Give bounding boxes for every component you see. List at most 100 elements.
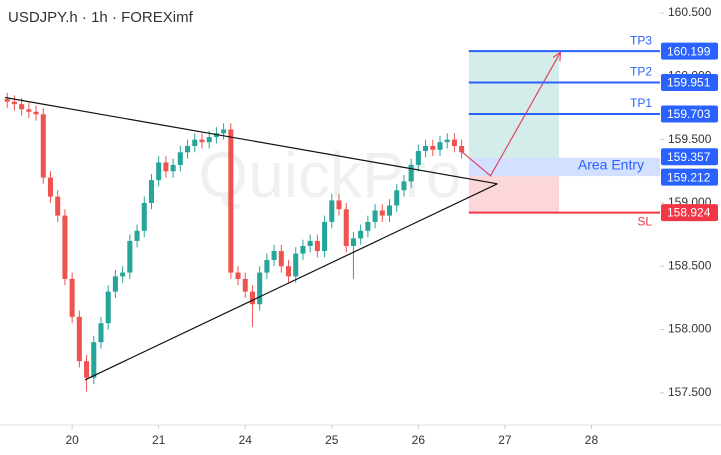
- candle-body: [379, 210, 385, 216]
- x-tick-label: 24: [239, 433, 253, 447]
- candle-body: [257, 272, 263, 305]
- candle-body: [120, 272, 126, 277]
- candle-body: [177, 152, 183, 165]
- candle-body: [322, 221, 328, 252]
- candle-body: [314, 240, 320, 252]
- candle-body: [365, 221, 371, 231]
- projection-path: [460, 51, 561, 177]
- candle-body: [76, 316, 82, 362]
- candle-body: [4, 99, 10, 102]
- price-tag-label: 158.924: [667, 206, 711, 220]
- stop-label: SL: [637, 215, 652, 229]
- candle-body: [264, 259, 270, 273]
- candle-body: [358, 230, 364, 239]
- candle-body: [62, 215, 68, 279]
- candle-body: [47, 177, 54, 197]
- plot: QuickPro157.500158.000158.500159.000159.…: [4, 5, 718, 447]
- profit-zone: [468, 51, 560, 158]
- candle-body: [134, 230, 140, 241]
- candle-body: [372, 210, 378, 222]
- trendline: [84, 183, 498, 381]
- entry-label: Area Entry: [578, 157, 644, 173]
- price-tag-label: 159.212: [667, 170, 711, 184]
- candle-body: [105, 291, 111, 324]
- price-tag: [661, 74, 718, 92]
- candle-body: [401, 181, 407, 191]
- candle-body: [451, 139, 457, 146]
- price-tag-label: 160.199: [667, 44, 711, 58]
- candle-body: [386, 205, 393, 216]
- y-tick-label: 158.000: [668, 322, 712, 336]
- candle-body: [343, 209, 349, 246]
- candle-body: [430, 145, 436, 150]
- price-tag: [661, 148, 718, 166]
- candle-body: [192, 139, 198, 146]
- arrow-head: [552, 51, 562, 62]
- candle-body: [278, 251, 284, 267]
- candle-body: [98, 323, 104, 343]
- candle-body: [437, 142, 443, 150]
- target-label: TP2: [630, 65, 652, 79]
- candle-body: [206, 137, 212, 143]
- target-label: TP3: [630, 33, 652, 47]
- candle-body: [394, 190, 400, 206]
- candle-body: [271, 251, 277, 260]
- candle-body: [11, 101, 17, 105]
- candle-body: [307, 240, 313, 246]
- candle-body: [444, 139, 450, 143]
- candle-body: [408, 164, 414, 182]
- candle-body: [213, 133, 219, 138]
- candle-body: [91, 342, 97, 378]
- trendline: [4, 96, 498, 185]
- candle-body: [69, 278, 75, 317]
- x-tick-label: 28: [585, 433, 599, 447]
- candle-body: [459, 145, 465, 153]
- candle-body: [423, 145, 429, 152]
- candle-body: [199, 139, 205, 143]
- candle-body: [336, 200, 342, 210]
- candle-body: [350, 238, 356, 246]
- candle-body: [293, 253, 299, 277]
- x-tick-label: 20: [65, 433, 79, 447]
- candle-body: [228, 129, 234, 273]
- price-tag: [661, 42, 718, 60]
- candle-body: [141, 202, 147, 231]
- price-tag: [661, 204, 718, 222]
- candle-body: [33, 111, 39, 115]
- candle-body: [163, 162, 169, 172]
- entry-zone: [468, 157, 660, 177]
- candle-body: [170, 164, 176, 172]
- chart-title: USDJPY.h · 1h · FOREXimf: [8, 9, 194, 26]
- candle-body: [127, 240, 133, 273]
- price-tag: [661, 168, 718, 186]
- x-tick-label: 26: [412, 433, 426, 447]
- y-tick-label: 158.500: [668, 258, 712, 272]
- watermark: QuickPro: [198, 139, 461, 211]
- candle-body: [40, 114, 46, 178]
- candle-body: [185, 145, 191, 153]
- target-label: TP1: [630, 96, 652, 110]
- x-tick-label: 21: [152, 433, 166, 447]
- price-tag-label: 159.951: [667, 76, 711, 90]
- x-tick-label: 27: [498, 433, 512, 447]
- candle-body: [55, 196, 61, 216]
- candle-body: [19, 104, 25, 110]
- candle-body: [286, 266, 292, 277]
- candle-body: [221, 129, 227, 134]
- candle-body: [329, 200, 335, 222]
- price-tag-label: 159.703: [667, 107, 711, 121]
- candle-body: [112, 276, 118, 292]
- candle-body: [415, 151, 421, 165]
- price-tag-label: 159.357: [667, 150, 711, 164]
- y-tick-label: 160.500: [668, 5, 712, 19]
- candle-body: [300, 245, 306, 254]
- y-tick-label: 159.500: [668, 132, 712, 146]
- candle-body: [26, 109, 32, 112]
- candle-body: [235, 272, 241, 279]
- candle-body: [84, 361, 90, 378]
- loss-zone: [468, 176, 560, 213]
- candle-body: [156, 162, 162, 181]
- x-tick-label: 25: [325, 433, 339, 447]
- y-tick-label: 157.500: [668, 385, 712, 399]
